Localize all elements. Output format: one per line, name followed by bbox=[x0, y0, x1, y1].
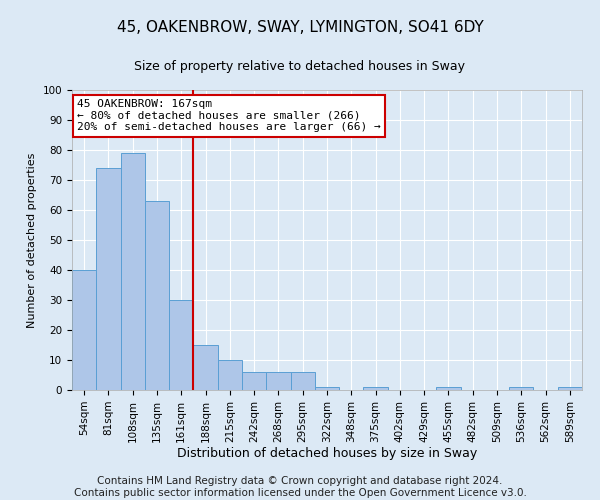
Bar bbox=[121, 153, 145, 390]
Bar bbox=[290, 372, 315, 390]
Bar bbox=[72, 270, 96, 390]
Bar bbox=[145, 201, 169, 390]
Bar bbox=[242, 372, 266, 390]
Bar bbox=[509, 387, 533, 390]
Bar bbox=[436, 387, 461, 390]
Text: 45 OAKENBROW: 167sqm
← 80% of detached houses are smaller (266)
20% of semi-deta: 45 OAKENBROW: 167sqm ← 80% of detached h… bbox=[77, 99, 381, 132]
X-axis label: Distribution of detached houses by size in Sway: Distribution of detached houses by size … bbox=[177, 448, 477, 460]
Bar bbox=[315, 387, 339, 390]
Text: Size of property relative to detached houses in Sway: Size of property relative to detached ho… bbox=[134, 60, 466, 73]
Y-axis label: Number of detached properties: Number of detached properties bbox=[27, 152, 37, 328]
Bar bbox=[364, 387, 388, 390]
Bar bbox=[266, 372, 290, 390]
Bar bbox=[218, 360, 242, 390]
Bar bbox=[558, 387, 582, 390]
Bar bbox=[169, 300, 193, 390]
Text: Contains HM Land Registry data © Crown copyright and database right 2024.
Contai: Contains HM Land Registry data © Crown c… bbox=[74, 476, 526, 498]
Bar bbox=[96, 168, 121, 390]
Text: 45, OAKENBROW, SWAY, LYMINGTON, SO41 6DY: 45, OAKENBROW, SWAY, LYMINGTON, SO41 6DY bbox=[116, 20, 484, 35]
Bar bbox=[193, 345, 218, 390]
